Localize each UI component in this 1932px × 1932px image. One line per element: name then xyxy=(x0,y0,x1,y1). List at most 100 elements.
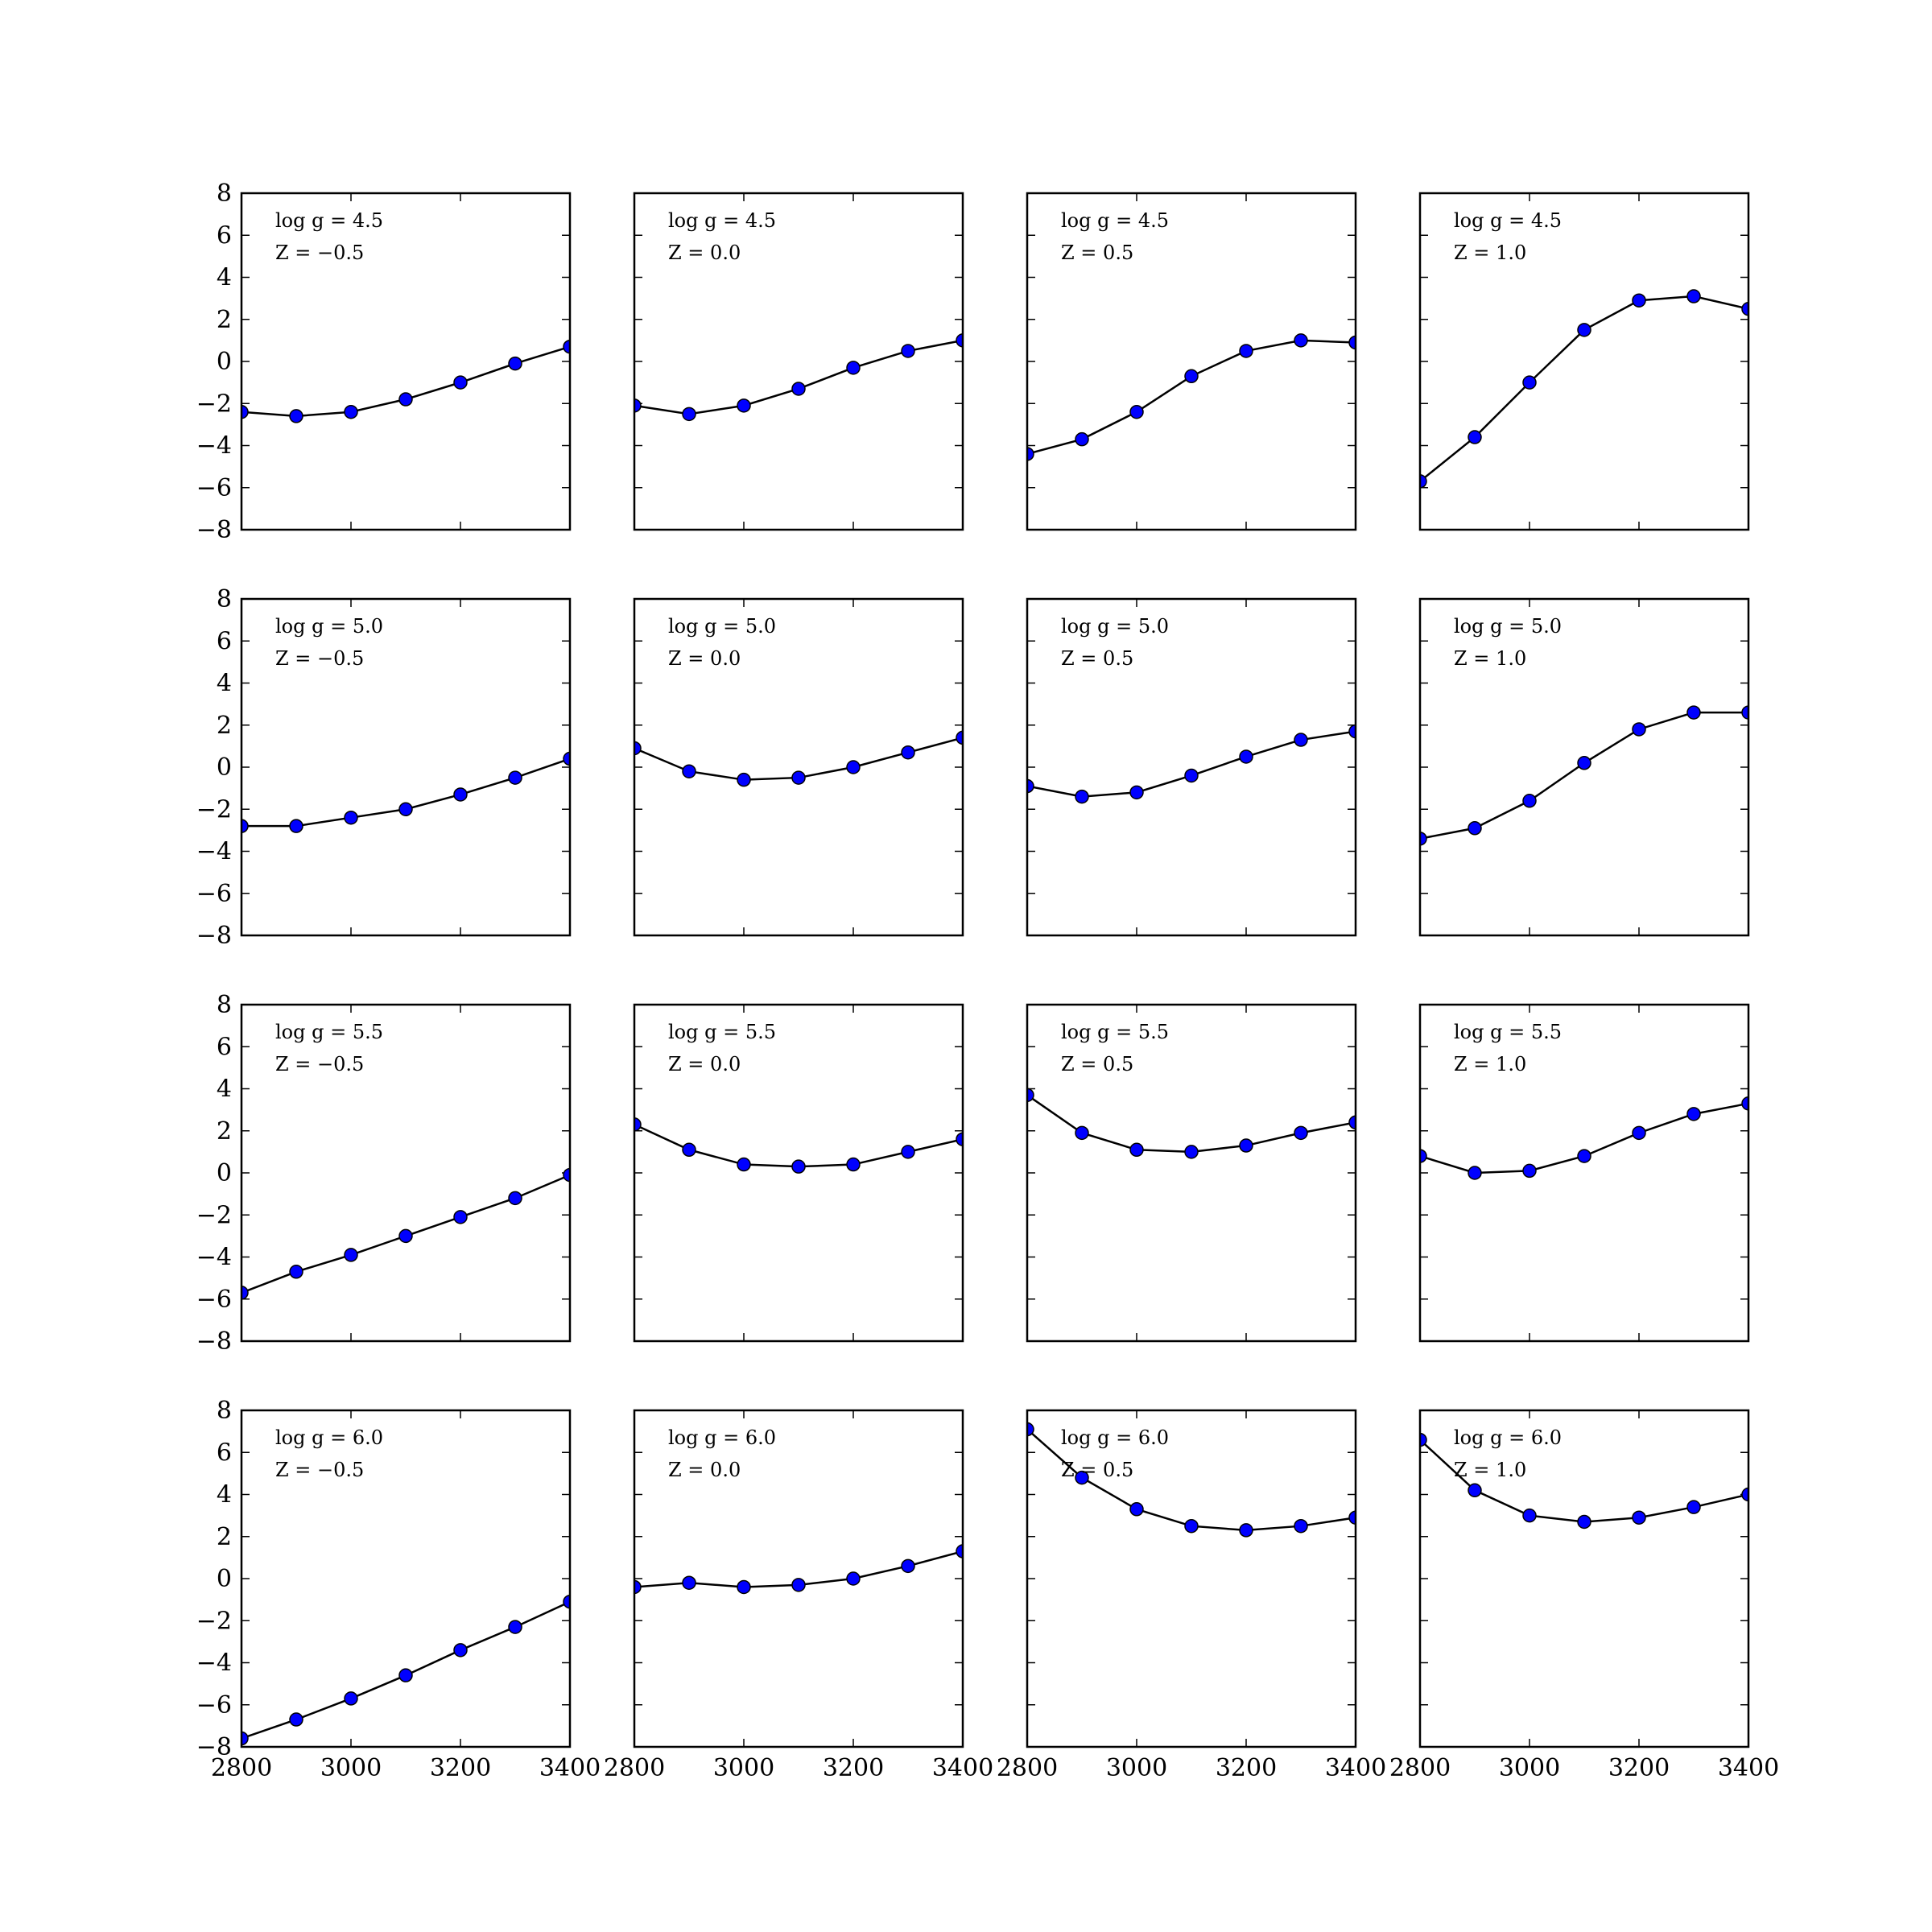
data-point xyxy=(1239,1523,1253,1538)
y-tick-label: 4 xyxy=(217,1075,232,1104)
data-point xyxy=(682,1142,696,1158)
annotation-z: Z = 0.0 xyxy=(668,1459,741,1481)
data-point xyxy=(1420,1432,1427,1447)
subplot-panel: log g = 4.5 Z = −0.5 8 6 4 2 0 −2 −4 −6 −8 xyxy=(196,180,572,544)
subplot-panel: log g = 5.5 Z = 1.0 xyxy=(1418,1003,1750,1343)
y-tick-label: −6 xyxy=(196,880,232,908)
series-group xyxy=(1420,1096,1748,1180)
series-group xyxy=(242,751,570,833)
data-point xyxy=(1632,1510,1646,1525)
y-tick-label: 6 xyxy=(217,221,232,250)
annotation-z: Z = 1.0 xyxy=(1454,242,1526,264)
data-point xyxy=(1294,733,1308,747)
data-point xyxy=(1577,1514,1591,1530)
axes-frame xyxy=(1418,192,1750,531)
axes-frame xyxy=(240,192,572,531)
x-tick-label: 3000 xyxy=(1499,1754,1560,1782)
data-point xyxy=(634,1579,642,1595)
data-point xyxy=(1129,785,1144,800)
data-point xyxy=(289,1712,303,1727)
data-point xyxy=(1129,404,1144,419)
y-tick-label: 8 xyxy=(217,1397,232,1425)
axes-frame xyxy=(240,1003,572,1343)
data-point xyxy=(1522,1508,1537,1523)
data-point xyxy=(1184,369,1199,384)
data-point xyxy=(682,407,696,422)
data-point xyxy=(508,1620,522,1634)
data-point xyxy=(956,333,963,348)
annotation-z: Z = −0.5 xyxy=(275,647,364,670)
axes-frame xyxy=(633,597,964,937)
data-point xyxy=(1348,1115,1356,1130)
y-tick-label: −2 xyxy=(196,1607,232,1635)
data-point xyxy=(1294,333,1308,348)
x-tick-label: 3000 xyxy=(713,1754,774,1782)
data-point xyxy=(344,810,358,825)
annotation-z: Z = 1.0 xyxy=(1454,1459,1526,1481)
data-point xyxy=(791,1159,806,1174)
axes-frame xyxy=(1026,1409,1357,1748)
y-tick-label: 0 xyxy=(217,348,232,376)
data-point xyxy=(1741,1096,1748,1111)
series-group xyxy=(242,1594,570,1746)
subplot-panel: log g = 4.5 Z = 0.0 xyxy=(633,192,964,531)
subplot-panel: log g = 6.0 Z = 1.0 2800 3000 3200 3400 xyxy=(1389,1409,1779,1782)
data-point xyxy=(1348,1510,1356,1525)
data-point xyxy=(901,745,915,760)
data-point xyxy=(956,730,963,745)
x-tick-label: 3400 xyxy=(932,1754,993,1782)
data-point xyxy=(563,1594,570,1609)
axes-frame xyxy=(633,1003,964,1343)
subplot-panel: log g = 5.0 Z = −0.5 8 6 4 2 0 −2 −4 −6 −8 xyxy=(196,585,572,950)
axes-frame xyxy=(1418,1003,1750,1343)
data-point xyxy=(1632,1125,1646,1141)
data-point xyxy=(1522,375,1537,390)
y-tick-label: 6 xyxy=(217,627,232,655)
subplot-panel: log g = 4.5 Z = 0.5 xyxy=(1026,192,1357,531)
y-tick-label: −6 xyxy=(196,1691,232,1719)
data-point xyxy=(1468,1483,1482,1498)
annotation-z: Z = −0.5 xyxy=(275,1459,364,1481)
data-point xyxy=(508,1191,522,1206)
data-point xyxy=(1184,1145,1199,1159)
data-point xyxy=(242,1286,249,1300)
data-point xyxy=(242,819,249,833)
annotation-z: Z = −0.5 xyxy=(275,242,364,264)
data-point xyxy=(1686,705,1701,720)
subplot-panel: log g = 4.5 Z = 1.0 xyxy=(1418,192,1750,531)
axes-frame xyxy=(1418,1409,1750,1748)
data-point xyxy=(1632,293,1646,308)
data-point xyxy=(563,751,570,766)
data-point xyxy=(846,361,861,375)
series-group xyxy=(1027,1422,1356,1538)
data-point xyxy=(1686,289,1701,303)
annotation-logg: log g = 5.0 xyxy=(1454,615,1562,638)
x-tick-label: 3400 xyxy=(1325,1754,1386,1782)
y-tick-label: −2 xyxy=(196,795,232,824)
data-point xyxy=(1027,447,1034,461)
series-group xyxy=(242,339,570,423)
data-point xyxy=(289,409,303,423)
series-line xyxy=(1027,1094,1356,1154)
data-point xyxy=(1239,344,1253,358)
series-group xyxy=(1420,289,1748,489)
x-tick-label: 3400 xyxy=(539,1754,601,1782)
y-tick-label: 2 xyxy=(217,712,232,740)
data-point xyxy=(791,770,806,785)
data-point xyxy=(1075,1125,1089,1141)
annotation-logg: log g = 4.5 xyxy=(668,209,776,232)
data-point xyxy=(956,1544,963,1558)
y-tick-label: −2 xyxy=(196,390,232,418)
subplot-panel: log g = 5.0 Z = 0.5 xyxy=(1026,597,1357,937)
data-point xyxy=(1239,749,1253,764)
data-point xyxy=(563,339,570,354)
annotation-logg: log g = 5.5 xyxy=(1454,1021,1562,1043)
data-point xyxy=(1075,431,1089,447)
data-point xyxy=(791,1578,806,1592)
x-tick-label: 2800 xyxy=(604,1754,665,1782)
annotation-logg: log g = 5.5 xyxy=(1061,1021,1169,1043)
subplot-panel: log g = 5.5 Z = 0.5 xyxy=(1026,1003,1357,1343)
subplot-panel: log g = 6.0 Z = 0.0 2800 3000 3200 3400 xyxy=(604,1409,993,1782)
data-point xyxy=(1027,778,1034,794)
data-point xyxy=(1239,1138,1253,1153)
